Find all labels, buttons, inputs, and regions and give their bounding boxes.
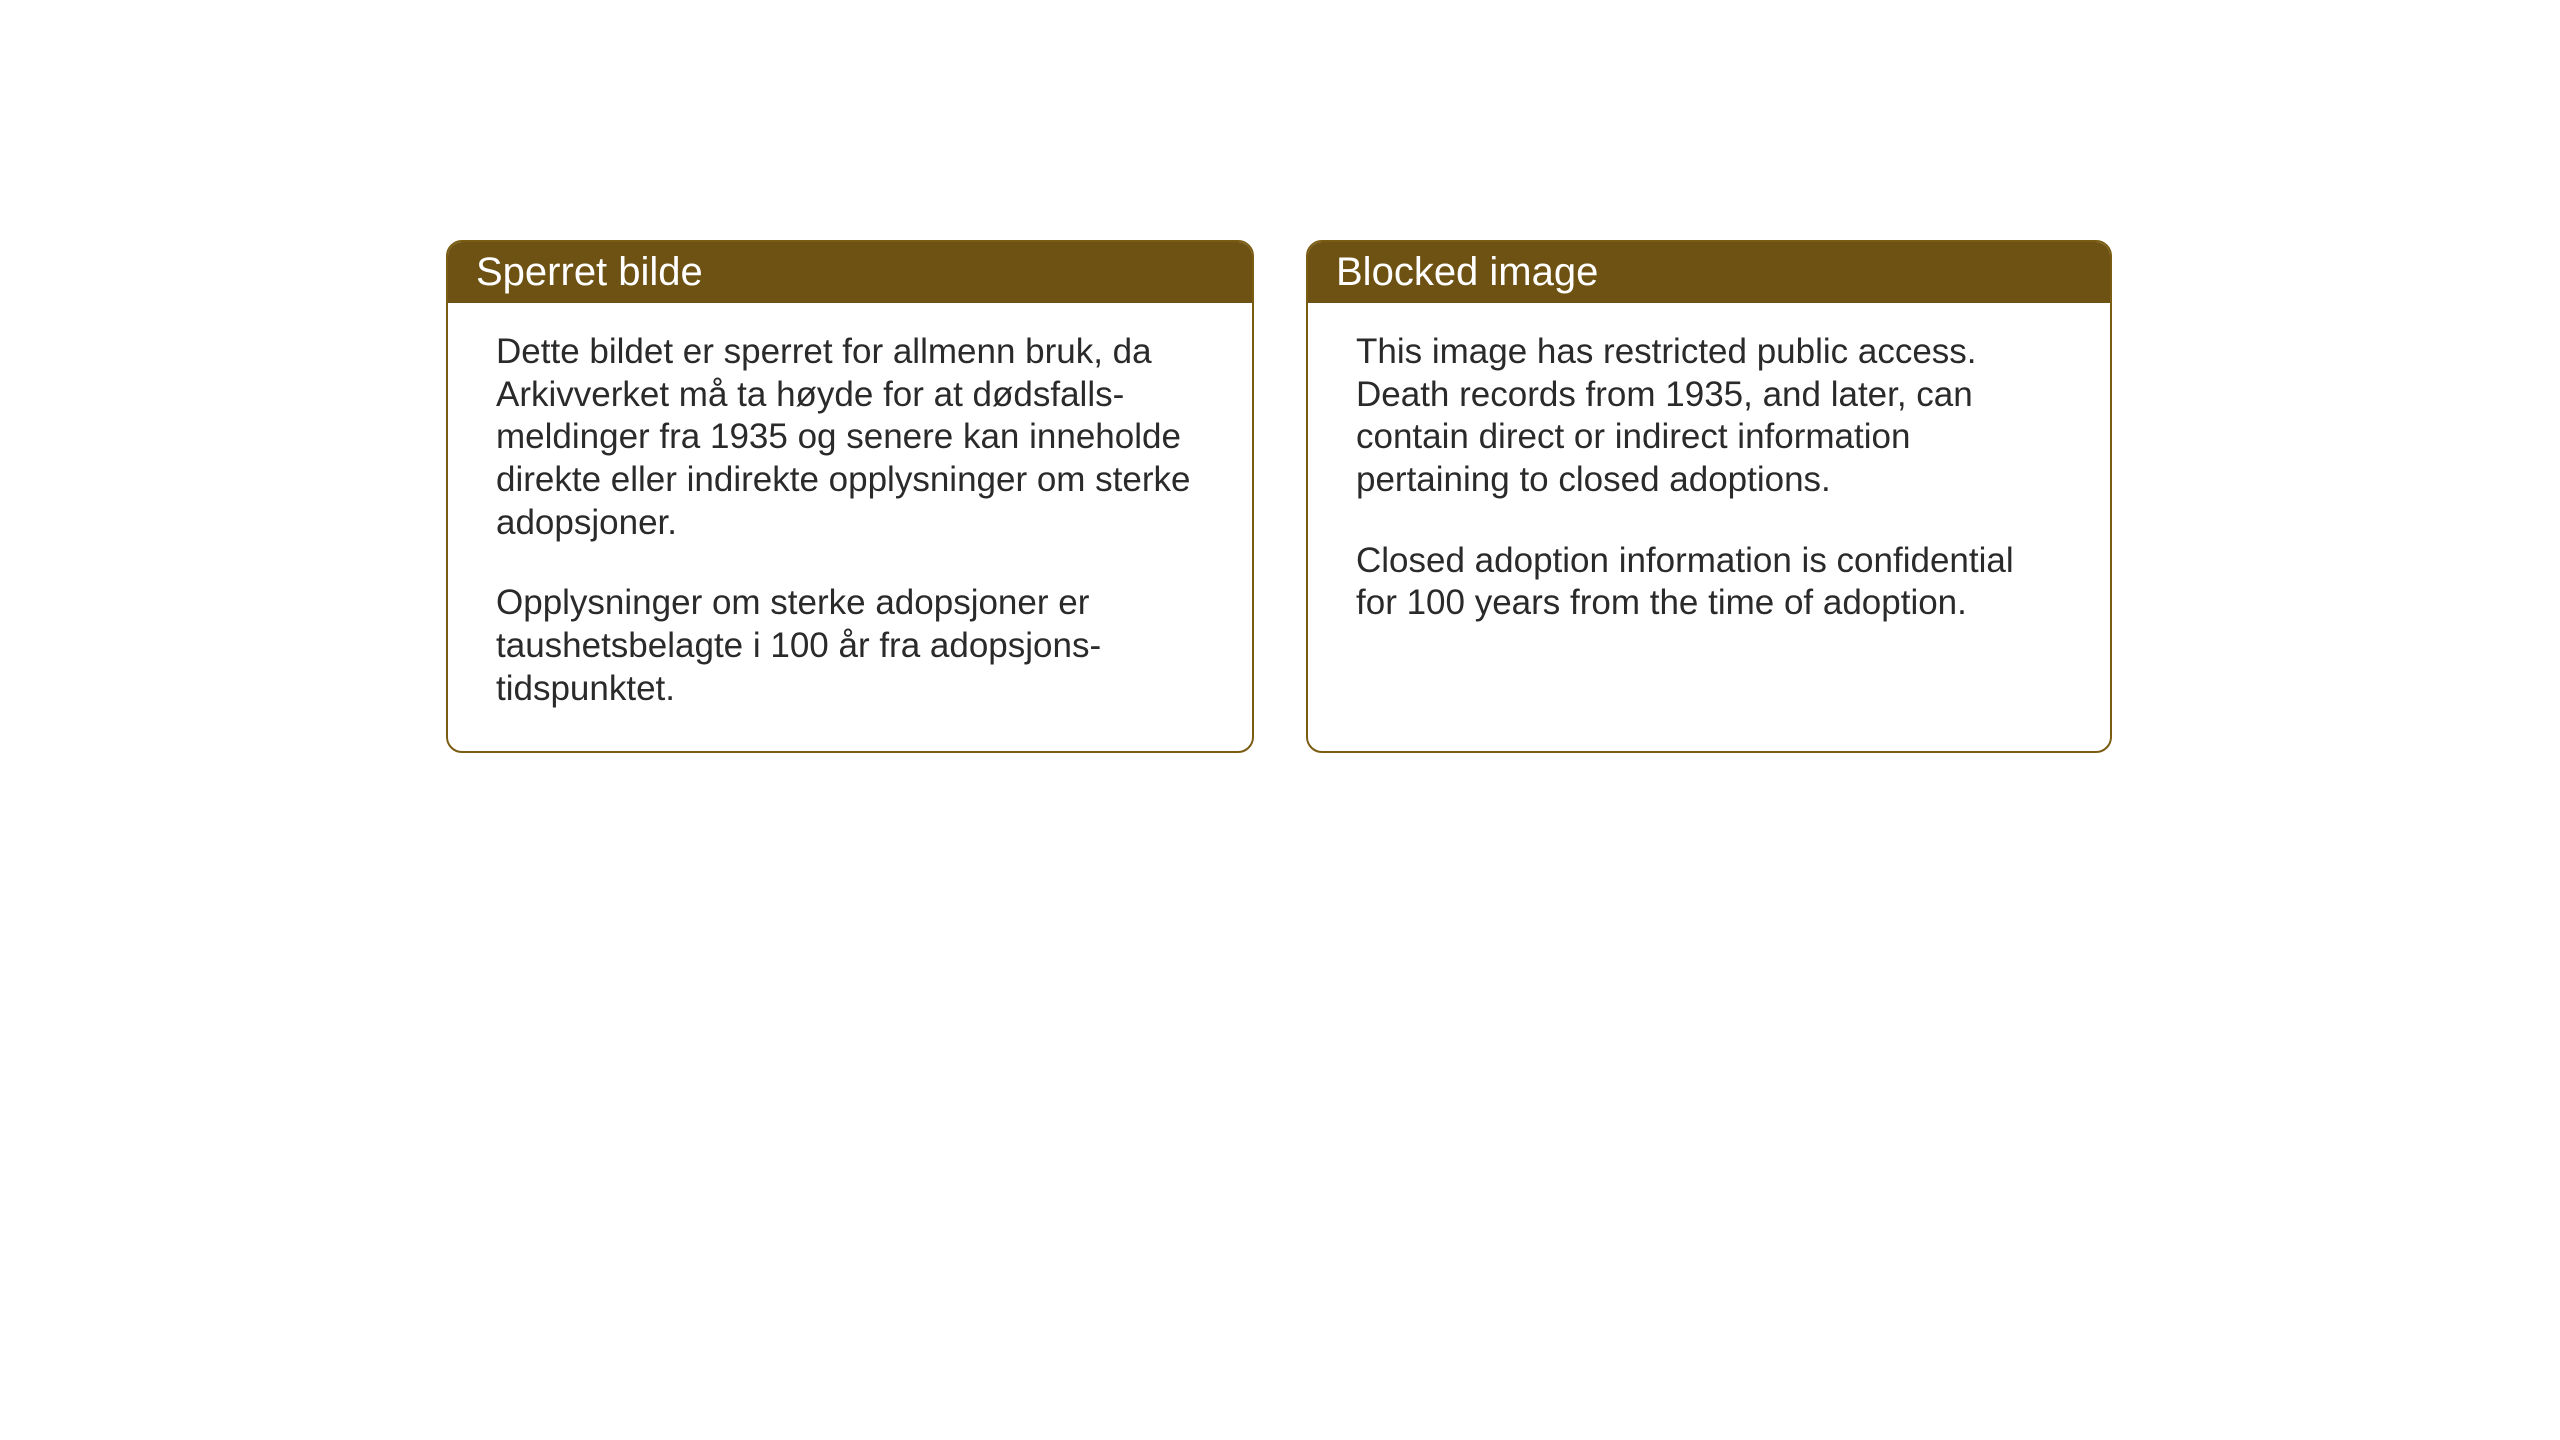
english-paragraph-1: This image has restricted public access.…	[1356, 331, 2062, 502]
norwegian-card-body: Dette bildet er sperret for allmenn bruk…	[448, 303, 1252, 751]
norwegian-card: Sperret bilde Dette bildet er sperret fo…	[446, 240, 1254, 753]
english-card-header: Blocked image	[1308, 242, 2110, 303]
norwegian-paragraph-1: Dette bildet er sperret for allmenn bruk…	[496, 331, 1204, 544]
english-paragraph-2: Closed adoption information is confident…	[1356, 540, 2062, 625]
norwegian-paragraph-2: Opplysninger om sterke adopsjoner er tau…	[496, 582, 1204, 710]
english-card: Blocked image This image has restricted …	[1306, 240, 2112, 753]
norwegian-card-header: Sperret bilde	[448, 242, 1252, 303]
norwegian-card-title: Sperret bilde	[476, 250, 703, 294]
english-card-title: Blocked image	[1336, 250, 1598, 294]
english-card-body: This image has restricted public access.…	[1308, 303, 2110, 727]
cards-container: Sperret bilde Dette bildet er sperret fo…	[446, 240, 2112, 753]
